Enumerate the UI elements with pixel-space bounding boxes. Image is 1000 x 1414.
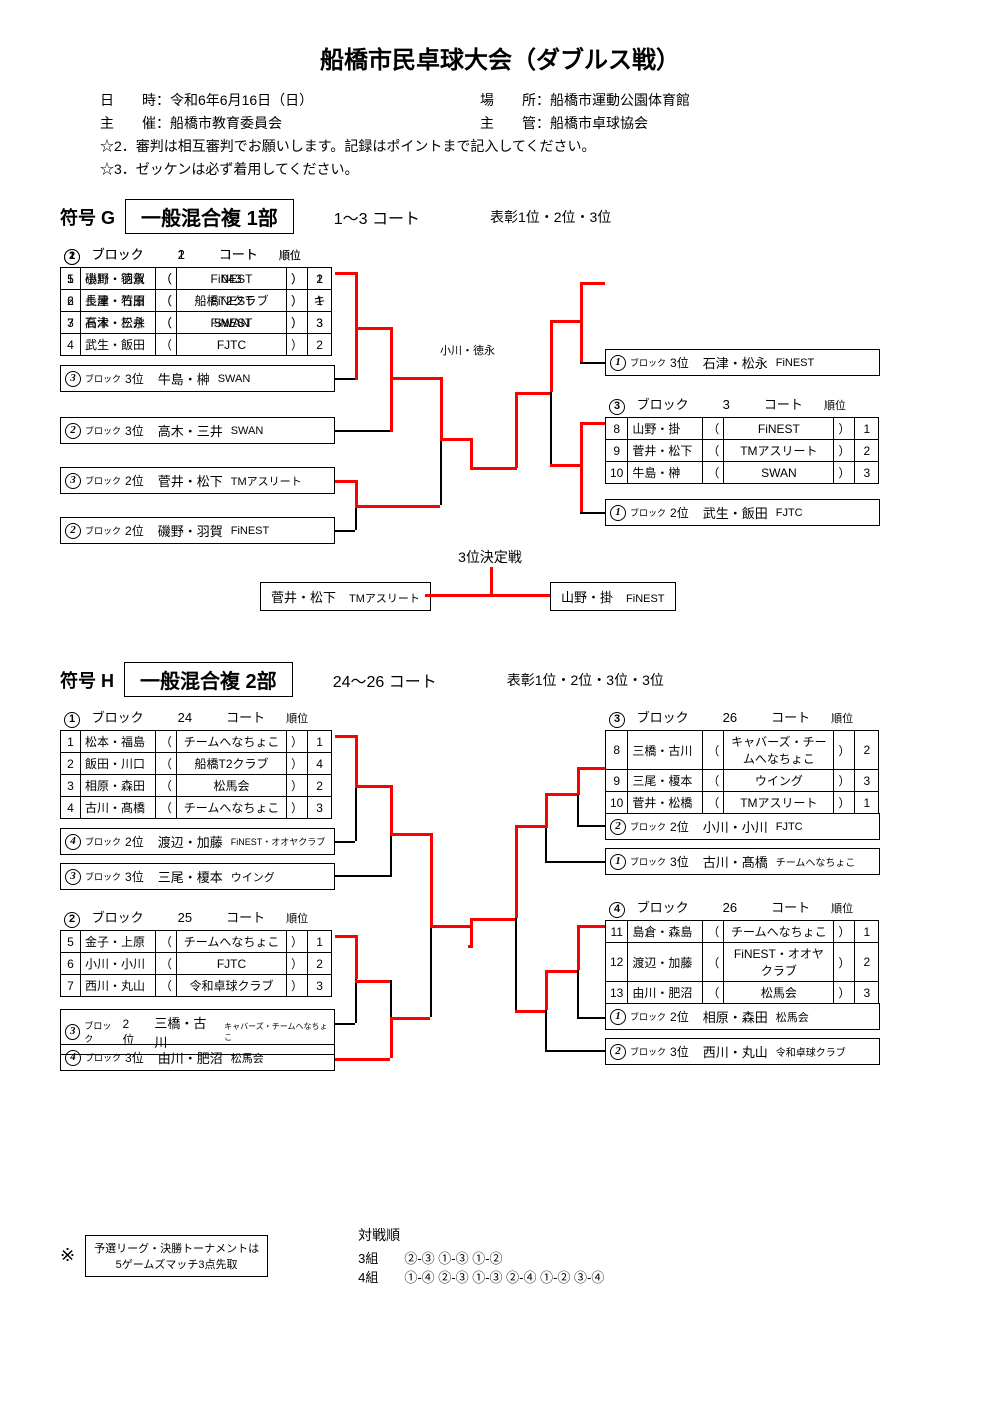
page-title: 船橋市民卓球大会（ダブルス戦） xyxy=(60,40,940,75)
bracket-g: 1 ブロック 1 コート 順位 1小川・徳永（043）12長津・石原（FiNES… xyxy=(60,242,940,642)
section-g-header: 符号 G 一般混合複 1部 1～3 コート 表彰1位・2位・3位 xyxy=(60,199,940,234)
info-row-1: 日 時：令和6年6月16日（日） 場 所：船橋市運動公園体育館 xyxy=(60,90,940,110)
bracket-h: 1 ブロック 24 コート 順位 1松本・福島（チームへなちょこ）12飯田・川口… xyxy=(60,705,940,1215)
notes: ☆2．審判は相互審判でお願いします。記録はポイントまで記入してください。 ☆3．… xyxy=(60,136,940,179)
info-row-2: 主 催：船橋市教育委員会 主 管：船橋市卓球協会 xyxy=(60,113,940,133)
footer: ※ 予選リーグ・決勝トーナメントは5ゲームズマッチ3点先取 対戦順 3組 ②-③… xyxy=(60,1225,940,1286)
section-h-header: 符号 H 一般混合複 2部 24～26 コート 表彰1位・2位・3位・3位 xyxy=(60,662,940,697)
